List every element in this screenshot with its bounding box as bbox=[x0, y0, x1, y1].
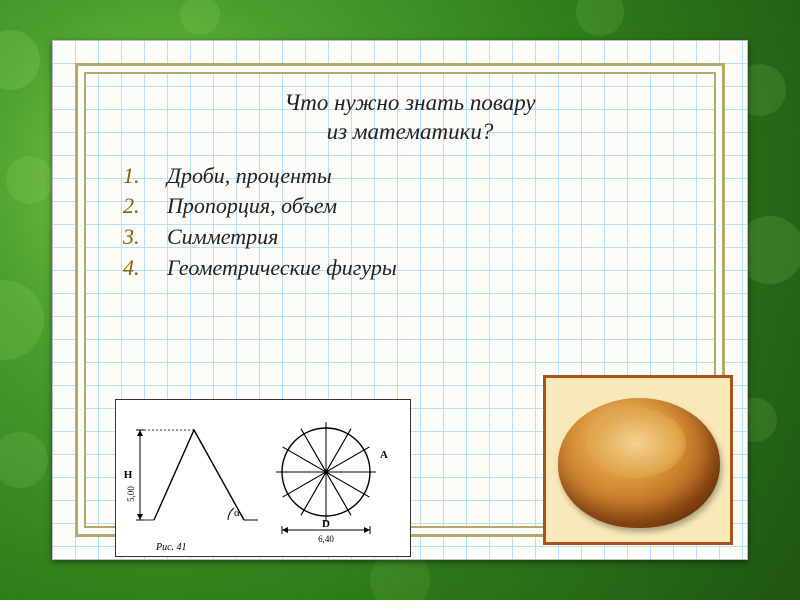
title-line-2: из математики? bbox=[327, 119, 494, 144]
topics-list: 1. Дроби, проценты 2. Пропорция, объем 3… bbox=[153, 161, 707, 284]
list-number: 3. bbox=[123, 222, 140, 253]
svg-text:α: α bbox=[234, 507, 240, 519]
geometry-diagram: H 5,00 α A D 6,40 Рис. 41 bbox=[115, 399, 411, 557]
list-number: 2. bbox=[123, 191, 140, 222]
svg-text:Рис. 41: Рис. 41 bbox=[155, 542, 187, 553]
svg-text:6,40: 6,40 bbox=[318, 534, 334, 544]
grid-card: Что нужно знать повару из математики? 1.… bbox=[52, 40, 748, 560]
list-text: Дроби, проценты bbox=[167, 163, 332, 188]
slide-background: Что нужно знать повару из математики? 1.… bbox=[0, 0, 800, 600]
bread-photo bbox=[543, 375, 733, 545]
title-line-1: Что нужно знать повару bbox=[284, 90, 535, 115]
svg-text:A: A bbox=[380, 449, 388, 461]
svg-text:5,00: 5,00 bbox=[126, 486, 136, 502]
text-content: Что нужно знать повару из математики? 1.… bbox=[113, 89, 707, 284]
list-number: 1. bbox=[123, 161, 140, 192]
list-item: 4. Геометрические фигуры bbox=[153, 253, 707, 284]
list-item: 2. Пропорция, объем bbox=[153, 191, 707, 222]
bread-icon bbox=[558, 398, 720, 528]
diagram-svg: H 5,00 α A D 6,40 Рис. 41 bbox=[116, 400, 412, 558]
svg-text:D: D bbox=[322, 518, 330, 530]
list-item: 3. Симметрия bbox=[153, 222, 707, 253]
page-title: Что нужно знать повару из математики? bbox=[113, 89, 707, 147]
list-text: Симметрия bbox=[167, 224, 278, 249]
list-number: 4. bbox=[123, 253, 140, 284]
list-item: 1. Дроби, проценты bbox=[153, 161, 707, 192]
svg-text:H: H bbox=[124, 469, 133, 481]
list-text: Геометрические фигуры bbox=[167, 255, 397, 280]
list-text: Пропорция, объем bbox=[167, 193, 337, 218]
